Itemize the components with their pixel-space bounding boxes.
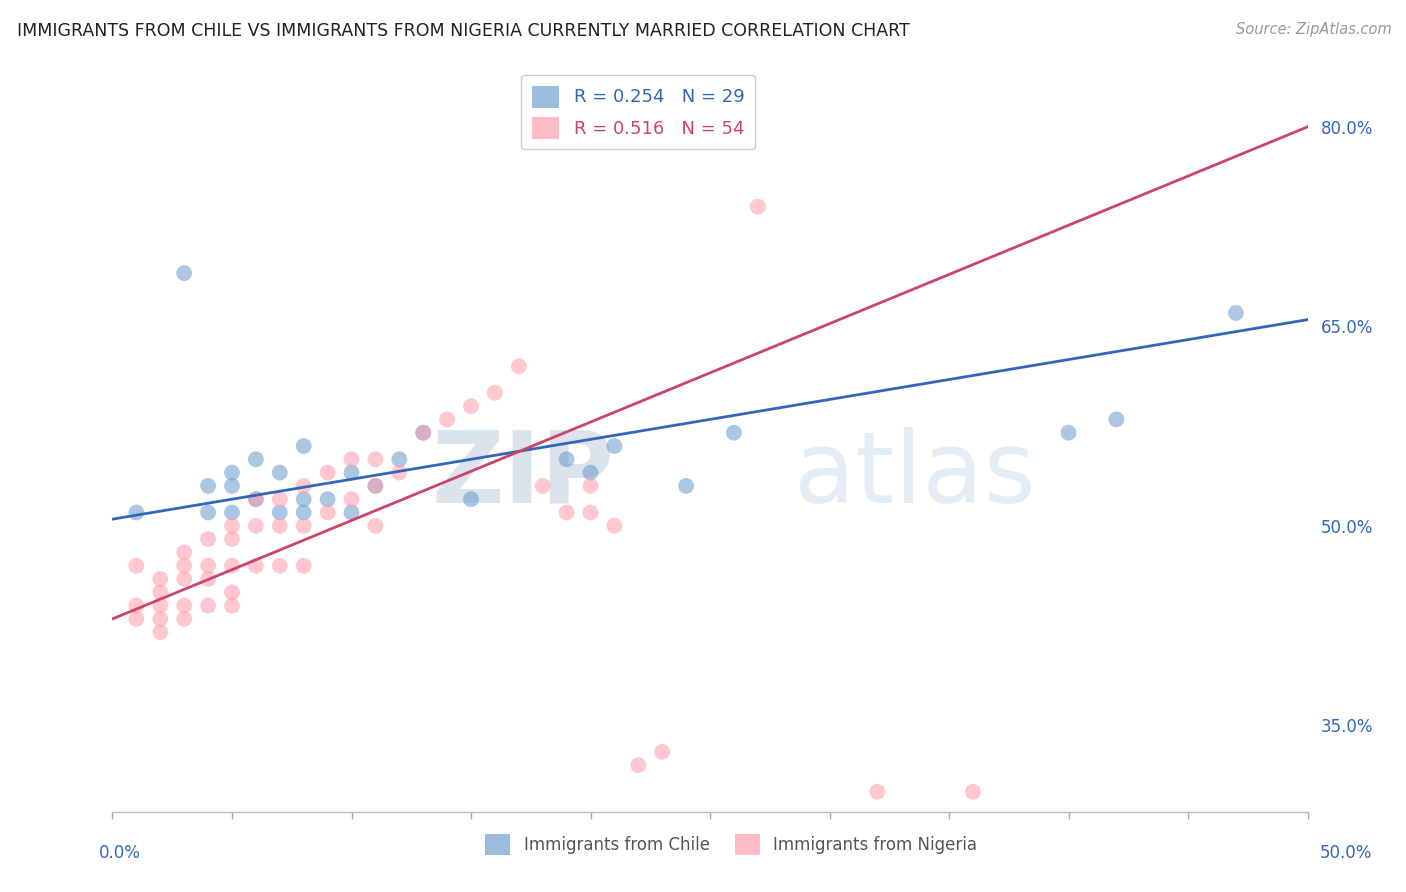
Point xyxy=(340,506,363,520)
Point xyxy=(340,492,363,507)
Point xyxy=(125,506,148,520)
Point xyxy=(340,452,363,467)
Point xyxy=(364,479,387,493)
Text: atlas: atlas xyxy=(793,426,1035,524)
Point xyxy=(412,425,434,440)
Point xyxy=(149,572,172,586)
Point xyxy=(197,558,219,573)
Text: ZIP: ZIP xyxy=(432,426,614,524)
Point xyxy=(579,479,602,493)
Point xyxy=(316,466,339,480)
Point xyxy=(1105,412,1128,426)
Point xyxy=(245,518,267,533)
Point xyxy=(269,492,291,507)
Point xyxy=(508,359,530,374)
Point xyxy=(221,532,243,546)
Point xyxy=(364,452,387,467)
Point xyxy=(1057,425,1080,440)
Point xyxy=(364,479,387,493)
Point xyxy=(245,452,267,467)
Point xyxy=(675,479,697,493)
Point xyxy=(173,545,195,559)
Point xyxy=(173,612,195,626)
Legend: Immigrants from Chile, Immigrants from Nigeria: Immigrants from Chile, Immigrants from N… xyxy=(478,828,984,862)
Point xyxy=(340,466,363,480)
Point xyxy=(603,439,626,453)
Point xyxy=(197,532,219,546)
Point xyxy=(245,492,267,507)
Point xyxy=(221,518,243,533)
Point xyxy=(436,412,458,426)
Point xyxy=(149,585,172,599)
Point xyxy=(125,599,148,613)
Point xyxy=(292,439,315,453)
Point xyxy=(221,466,243,480)
Point xyxy=(197,599,219,613)
Point xyxy=(627,758,650,772)
Text: 50.0%: 50.0% xyxy=(1319,844,1372,862)
Point xyxy=(197,506,219,520)
Point xyxy=(197,479,219,493)
Text: IMMIGRANTS FROM CHILE VS IMMIGRANTS FROM NIGERIA CURRENTLY MARRIED CORRELATION C: IMMIGRANTS FROM CHILE VS IMMIGRANTS FROM… xyxy=(17,22,910,40)
Point xyxy=(484,385,506,400)
Point xyxy=(149,625,172,640)
Point xyxy=(245,492,267,507)
Point xyxy=(173,558,195,573)
Text: 0.0%: 0.0% xyxy=(98,844,141,862)
Point xyxy=(292,518,315,533)
Point xyxy=(962,785,984,799)
Point xyxy=(316,492,339,507)
Point xyxy=(149,599,172,613)
Point xyxy=(316,506,339,520)
Point xyxy=(388,452,411,467)
Point xyxy=(125,612,148,626)
Point xyxy=(555,452,578,467)
Point xyxy=(221,479,243,493)
Point xyxy=(603,518,626,533)
Point xyxy=(245,558,267,573)
Point xyxy=(125,558,148,573)
Point xyxy=(269,518,291,533)
Point xyxy=(412,425,434,440)
Point xyxy=(579,466,602,480)
Point xyxy=(579,506,602,520)
Point xyxy=(651,745,673,759)
Point xyxy=(173,266,195,280)
Text: Source: ZipAtlas.com: Source: ZipAtlas.com xyxy=(1236,22,1392,37)
Point xyxy=(292,558,315,573)
Point xyxy=(269,506,291,520)
Point xyxy=(173,599,195,613)
Point xyxy=(292,506,315,520)
Point xyxy=(221,585,243,599)
Point xyxy=(747,200,769,214)
Legend: R = 0.254   N = 29, R = 0.516   N = 54: R = 0.254 N = 29, R = 0.516 N = 54 xyxy=(522,75,755,150)
Point xyxy=(269,466,291,480)
Point xyxy=(531,479,554,493)
Point xyxy=(364,518,387,533)
Point xyxy=(221,506,243,520)
Point xyxy=(292,492,315,507)
Point xyxy=(221,599,243,613)
Point xyxy=(269,558,291,573)
Point xyxy=(149,612,172,626)
Point xyxy=(197,572,219,586)
Point xyxy=(866,785,889,799)
Point xyxy=(221,558,243,573)
Point xyxy=(388,466,411,480)
Point xyxy=(292,479,315,493)
Point xyxy=(173,572,195,586)
Point xyxy=(723,425,745,440)
Point xyxy=(1225,306,1247,320)
Point xyxy=(460,399,482,413)
Point xyxy=(555,506,578,520)
Point xyxy=(460,492,482,507)
